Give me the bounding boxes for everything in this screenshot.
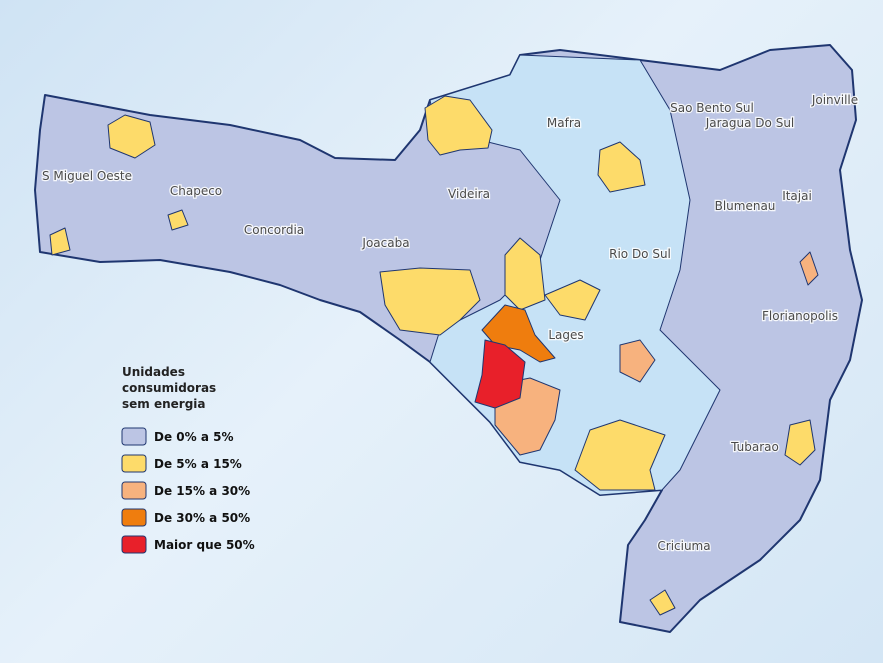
legend-label: De 0% a 5%: [154, 430, 233, 444]
city-label: Tubarao: [730, 440, 779, 454]
city-label: Joacaba: [361, 236, 409, 250]
city-labels: S Miguel Oeste Chapeco Concordia Joacaba Vid…: [41, 92, 860, 555]
city-label: Chapeco: [170, 184, 222, 198]
area: [597, 141, 646, 193]
legend-label: De 15% a 30%: [154, 484, 250, 498]
city-label: Mafra: [547, 116, 581, 130]
area: [504, 237, 546, 311]
legend-title: Unidades: [122, 365, 185, 379]
area: [474, 339, 526, 409]
city-label: Joinville: [811, 93, 858, 107]
city-label: Sao Bento Sul: [670, 101, 754, 115]
city-label: Rio Do Sul: [609, 247, 671, 261]
area: [619, 339, 656, 383]
area: [544, 279, 601, 321]
legend-swatch: [121, 508, 147, 527]
city-label: Lages: [548, 328, 583, 342]
legend-swatch: [121, 481, 147, 500]
legend-label: Maior que 50%: [154, 538, 255, 552]
city-label: Blumenau: [715, 199, 776, 213]
city-label: Concordia: [244, 223, 304, 237]
legend-label: De 30% a 50%: [154, 511, 250, 525]
legend-swatch: [121, 535, 147, 554]
area: [167, 209, 189, 231]
area: [784, 419, 816, 466]
legend-label: De 5% a 15%: [154, 457, 242, 471]
city-label: Itajai: [782, 189, 812, 203]
legend-swatch: [121, 427, 147, 446]
city-label: Florianopolis: [762, 309, 838, 323]
city-label: Criciuma: [657, 539, 710, 553]
city-label: S Miguel Oeste: [42, 169, 132, 183]
area: [424, 95, 493, 156]
area: [649, 589, 676, 616]
area: [799, 251, 819, 286]
legend-title: sem energia: [122, 397, 206, 411]
area: [49, 227, 71, 256]
legend: Unidades consumidoras sem energia De 0% a 5…: [121, 365, 255, 554]
legend-swatch: [121, 454, 147, 473]
legend-title: consumidoras: [122, 381, 216, 395]
area: [107, 114, 156, 159]
area: [379, 267, 481, 336]
area: [574, 419, 666, 491]
state-map: [34, 44, 863, 633]
city-label: Videira: [448, 187, 490, 201]
city-label: Jaragua Do Sul: [705, 116, 795, 130]
